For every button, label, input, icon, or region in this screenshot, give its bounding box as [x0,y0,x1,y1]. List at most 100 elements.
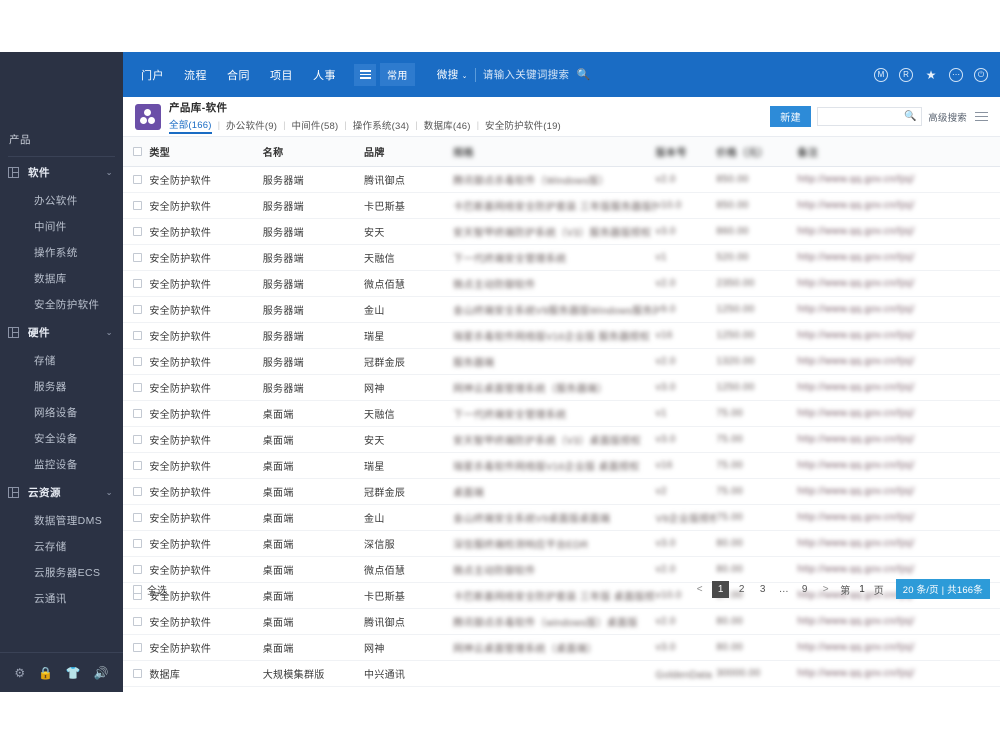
row-checkbox[interactable] [133,278,142,288]
row-checkbox[interactable] [133,512,142,522]
col-name[interactable]: 名称 [262,137,365,167]
chevron-down-icon[interactable]: ⌄ [105,327,113,337]
table-row[interactable]: 安全防护软件服务器端金山金山终端安全系统V9服务器版Windows服务器版授权v… [123,296,1000,323]
tab-database[interactable]: 数据库(46) [423,121,471,132]
hamburger-icon[interactable] [354,63,376,86]
theme-skin-icon[interactable]: 👕 [65,665,81,680]
lock-icon[interactable]: 🔒 [38,665,53,680]
sidebar-item-network-device[interactable]: 网络设备 [34,406,78,419]
mail-icon[interactable]: M [874,67,888,82]
col-version[interactable]: 版本号 [655,137,717,167]
list-view-icon[interactable] [975,111,988,122]
sidebar-group-header-cloud[interactable]: 云资源 ⌄ [0,477,123,507]
advanced-search-link[interactable]: 高级搜索 [928,112,967,124]
search-scope-dropdown[interactable]: 微搜 ⌄ [437,67,468,82]
pagination-summary[interactable]: 20 条/页 | 共166条 [895,579,990,599]
col-spec[interactable]: 规格 [453,137,656,167]
row-checkbox[interactable] [133,434,142,444]
tab-office[interactable]: 办公软件(9) [226,121,278,132]
record-icon[interactable]: R [899,67,913,82]
sidebar-item-cloud-storage[interactable]: 云存储 [34,540,67,553]
favorite-star-icon[interactable]: ★ [925,67,937,82]
row-checkbox[interactable] [133,564,142,574]
row-checkbox[interactable] [133,616,142,626]
row-checkbox[interactable] [133,382,142,392]
sidebar-item-database[interactable]: 数据库 [34,272,67,285]
sidebar-group-header-software[interactable]: 软件 ⌄ [0,157,123,187]
page-prev-button[interactable]: < [696,583,703,595]
chevron-down-icon[interactable]: ⌄ [105,167,113,177]
table-row[interactable]: 安全防护软件 桌面端 网神 网神云桌面管理系统（桌面端） v3.0 80.00 http:/… [123,634,1000,661]
table-row[interactable]: 安全防护软件 桌面端 冠群金辰 桌面端 v2 75.00 http://www.qq.gov… [123,478,1000,505]
page-button-1[interactable]: 1 [712,580,730,598]
table-row[interactable]: 安全防护软件 服务器端 微点佰慧 微点主动防御软件 v2.0 2350.00 http://… [123,270,1000,297]
message-icon[interactable]: ⋯ [949,67,963,82]
table-row[interactable]: 安全防护软件 服务器端 瑞星 瑞星杀毒软件网络版V16企业版 服务器授权 v16 1250… [123,322,1000,349]
sidebar-item-security-device[interactable]: 安全设备 [34,432,78,445]
table-row[interactable]: 安全防护软件 桌面端 深信服 深信服终端检测响应平台EDR v3.0 80.00 http:… [123,530,1000,557]
sidebar-item-cloud-comm[interactable]: 云通讯 [34,592,67,605]
sidebar-item-security-software[interactable]: 安全防护软件 [34,298,100,311]
search-icon[interactable]: 🔍 [576,69,591,81]
page-next-button[interactable]: > [822,583,829,595]
table-row[interactable]: 安全防护软件 服务器端 冠群金辰 服务器端 v2.0 1320.00 http://www.… [123,348,1000,375]
tab-os[interactable]: 操作系统(34) [352,121,410,132]
page-button-3[interactable]: 3 [759,583,766,595]
power-icon[interactable]: ⏻ [974,67,988,82]
table-row[interactable]: 安全防护软件 服务器端 卡巴斯基 卡巴斯基网络安全防护套装 三年版服务器版授权 v10.… [123,192,1000,219]
chevron-down-icon[interactable]: ⌄ [105,487,113,497]
nav-item-contract[interactable]: 合同 [227,69,250,82]
nav-item-process[interactable]: 流程 [184,69,207,82]
table-row[interactable]: 安全防护软件 桌面端 天融信 下一代终端安全管理系统 v1 75.00 http://www… [123,400,1000,427]
row-checkbox[interactable] [133,668,142,678]
sidebar-item-office-software[interactable]: 办公软件 [34,194,78,207]
row-checkbox[interactable] [133,486,142,496]
sidebar-item-ecs[interactable]: 云服务器ECS [34,566,101,579]
row-checkbox[interactable] [133,252,142,262]
sidebar-item-dms[interactable]: 数据管理DMS [34,514,103,527]
table-row[interactable]: 安全防护软件 桌面端 微点佰慧 微点主动防御软件 v2.0 80.00 http://www… [123,556,1000,583]
row-checkbox[interactable] [133,304,142,314]
table-row[interactable]: 安全防护软件 服务器端 天融信 下一代终端安全管理系统 v1 520.00 http://w… [123,244,1000,271]
search-icon[interactable]: 🔍 [904,111,917,122]
page-button-2[interactable]: 2 [738,583,745,595]
row-checkbox[interactable] [133,408,142,418]
tab-security[interactable]: 安全防护软件(19) [485,121,561,132]
sidebar-item-monitor-device[interactable]: 监控设备 [34,458,78,471]
row-checkbox[interactable] [133,174,142,184]
tab-all[interactable]: 全部(166) [169,117,212,134]
select-all-control[interactable]: 全选 [133,582,167,597]
row-checkbox[interactable] [133,460,142,470]
col-note[interactable]: 备注 [797,137,1000,167]
table-row[interactable]: 安全防护软件 桌面端 安天 安天智甲终端防护系统（V3）桌面版授权 v3.0 75.00 h… [123,426,1000,453]
col-type[interactable]: 类型 [149,137,263,167]
new-button[interactable]: 新建 [770,106,812,127]
sound-icon[interactable]: 🔊 [93,665,109,680]
tab-middleware[interactable]: 中间件(58) [291,121,339,132]
table-row[interactable]: 安全防护软件 桌面端 腾讯御点 腾讯御点杀毒软件（windows版）桌面版 v2.0 80… [123,608,1000,635]
table-row[interactable]: 安全防护软件 桌面端 瑞星 瑞星杀毒软件网络版V16企业版 桌面授权 v16 75.00 h… [123,452,1000,479]
sidebar-item-middleware[interactable]: 中间件 [34,220,67,233]
nav-item-project[interactable]: 项目 [270,69,293,82]
table-search-input[interactable] [822,111,905,122]
sidebar-item-os[interactable]: 操作系统 [34,246,78,259]
table-row[interactable]: 安全防护软件 桌面端 金山 金山终端安全系统V9桌面版桌面端 V9企业版授权 75.00 h… [123,504,1000,531]
table-row[interactable]: 安全防护软件 服务器端 腾讯御点 腾讯御点杀毒软件（Windows版） v2.0 850.… [123,166,1000,193]
sidebar-item-server[interactable]: 服务器 [34,380,67,393]
row-checkbox[interactable] [133,356,142,366]
header-checkbox[interactable] [133,146,142,156]
page-button-9[interactable]: 9 [801,583,808,595]
page-jump-input[interactable]: 1 [859,583,865,595]
nav-item-hr[interactable]: 人事 [313,69,336,82]
row-checkbox[interactable] [133,642,142,652]
row-checkbox[interactable] [133,538,142,548]
row-checkbox[interactable] [133,330,142,340]
nav-item-portal[interactable]: 门户 [141,69,164,82]
select-all-checkbox[interactable] [133,584,142,594]
table-row[interactable]: 安全防护软件 服务器端 安天 安天智甲终端防护系统（V3）服务器版授权 v3.0 860.… [123,218,1000,245]
sidebar-item-storage[interactable]: 存储 [34,354,56,367]
row-checkbox[interactable] [133,226,142,236]
row-checkbox[interactable] [133,200,142,210]
global-search-input[interactable] [482,68,575,81]
